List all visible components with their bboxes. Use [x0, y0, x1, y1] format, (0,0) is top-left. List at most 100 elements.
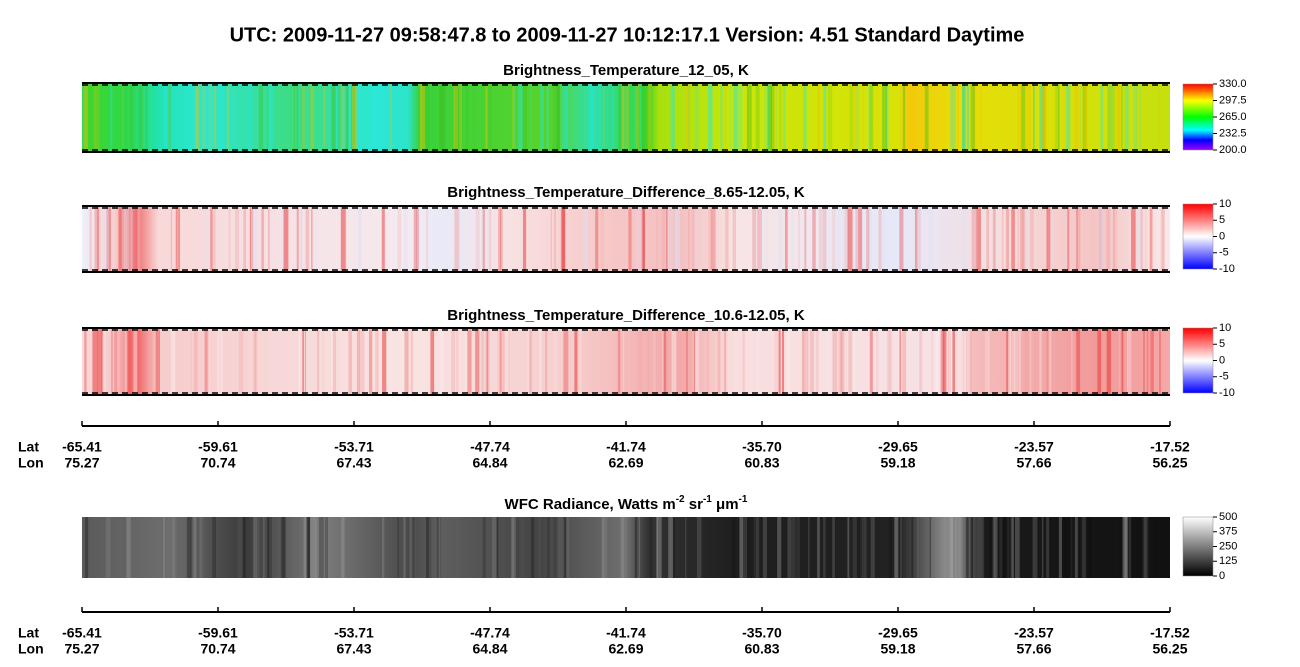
swath-texture [201, 83, 207, 152]
swath-texture [1048, 328, 1052, 395]
swath-texture [247, 83, 252, 152]
swath-texture [253, 517, 258, 578]
swath-texture [84, 517, 89, 578]
swath-texture [901, 328, 907, 395]
swath-texture [637, 328, 643, 395]
swath-texture [875, 328, 879, 395]
swath-texture [382, 328, 387, 395]
swath-texture [952, 328, 956, 395]
lon-label: 62.69 [608, 455, 643, 471]
swath-texture [106, 206, 111, 272]
swath-texture [556, 83, 560, 152]
swath-texture [322, 328, 324, 395]
swath-texture [759, 206, 764, 272]
swath-texture [467, 328, 472, 395]
swath-texture [293, 83, 296, 152]
swath-texture [552, 83, 556, 152]
swath-texture [707, 206, 712, 272]
swath-texture [1146, 328, 1149, 395]
swath-texture [767, 83, 770, 152]
swath-texture [696, 517, 702, 578]
swath-texture [1065, 517, 1070, 578]
swath-texture [869, 328, 873, 395]
colorbar-tick-label: -5 [1219, 247, 1229, 259]
swath-image [82, 517, 1170, 578]
lat-label: -23.57 [1014, 439, 1054, 455]
swath-texture [558, 517, 563, 578]
swath-texture [675, 206, 681, 272]
swath-texture [647, 83, 651, 152]
swath-texture [866, 206, 870, 272]
colorbar-tick-label: 125 [1219, 555, 1237, 567]
swath-texture [915, 517, 917, 578]
swath-texture [911, 517, 914, 578]
swath-texture [1047, 328, 1050, 395]
swath-texture [485, 328, 490, 395]
swath-texture [1051, 206, 1054, 272]
swath-texture [409, 517, 412, 578]
swath-image [82, 83, 1170, 152]
swath-texture [848, 328, 853, 395]
swath-texture [442, 83, 444, 152]
lat-label: -59.61 [198, 439, 238, 455]
swath-texture [454, 206, 460, 272]
colorbar-tick-label: -10 [1219, 387, 1235, 399]
swath-texture [97, 206, 99, 272]
swath-image [82, 328, 1170, 395]
swath-texture [137, 206, 140, 272]
lat-label: -17.52 [1150, 439, 1190, 455]
swath-texture [93, 83, 96, 152]
swath-texture [732, 206, 736, 272]
lat-label: -65.41 [62, 625, 102, 641]
swath-texture [686, 83, 691, 152]
swath-texture [701, 206, 703, 272]
swath-texture [389, 83, 392, 152]
swath-texture [496, 517, 499, 578]
swath-texture [211, 206, 214, 272]
swath-texture [284, 517, 288, 578]
colorbar-tick-label: 232.5 [1219, 127, 1247, 139]
swath-texture [688, 83, 690, 152]
swath-texture [782, 83, 787, 152]
swath-texture [429, 517, 432, 578]
swath-texture [89, 206, 92, 272]
swath-texture [624, 83, 630, 152]
swath-texture [323, 83, 326, 152]
swath-texture [283, 206, 289, 272]
swath-texture [878, 206, 882, 272]
swath-texture [957, 83, 959, 152]
colorbar [1182, 83, 1214, 151]
swath-texture [1160, 206, 1162, 272]
swath-texture [1005, 206, 1009, 272]
swath-texture [639, 206, 643, 272]
swath-texture [764, 83, 769, 152]
swath-texture [500, 328, 505, 395]
swath-texture [992, 517, 996, 578]
swath-texture [1083, 83, 1088, 152]
swath-texture [83, 83, 89, 152]
swath-texture [962, 206, 966, 272]
swath-image [82, 206, 1170, 272]
swath-texture [422, 83, 424, 152]
swath-texture [717, 328, 721, 395]
swath-texture [234, 206, 240, 272]
swath-texture [966, 83, 970, 152]
swath-texture [802, 328, 804, 395]
swath-texture [165, 83, 168, 152]
swath-texture [332, 328, 337, 395]
swath-texture [482, 206, 485, 272]
swath-texture [177, 206, 180, 272]
swath-texture [579, 328, 582, 395]
swath-texture [1066, 83, 1071, 152]
swath-texture [317, 328, 320, 395]
swath-texture [942, 328, 947, 395]
swath-texture [475, 328, 480, 395]
swath-texture [92, 328, 98, 395]
swath-texture [1001, 517, 1004, 578]
swath-texture [767, 83, 773, 152]
swath-texture [666, 206, 668, 272]
title-part: WFC Radiance, Watts m [505, 496, 676, 513]
lon-label: 60.83 [744, 641, 779, 657]
swath-texture [397, 517, 399, 578]
